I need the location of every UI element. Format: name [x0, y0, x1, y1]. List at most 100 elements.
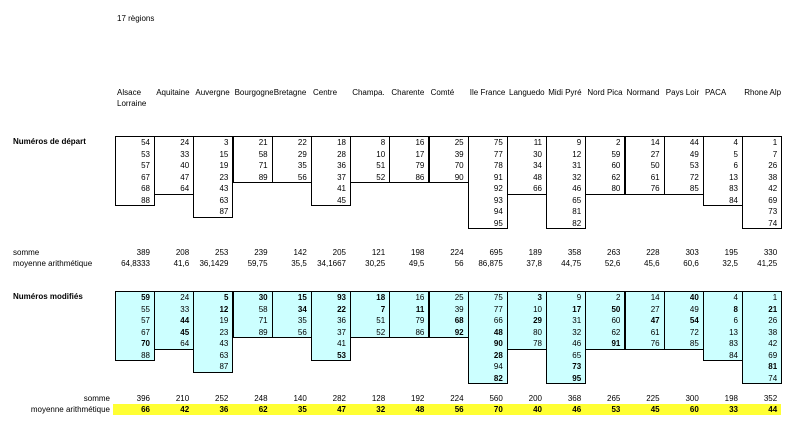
cell: 26 [768, 316, 778, 325]
cell: 76 [650, 184, 660, 193]
cell: 15 [297, 293, 307, 302]
sum-cell: 192 [411, 394, 425, 403]
cell: 19 [219, 316, 229, 325]
cell: 48 [533, 172, 542, 182]
mean-label: moyenne arithmétique [13, 259, 93, 268]
cell: 68 [454, 316, 464, 325]
cell: 33 [180, 149, 190, 159]
cell: 13 [729, 327, 738, 337]
cell: 34 [297, 304, 307, 314]
cell: 45 [337, 195, 346, 205]
cell: 10 [376, 149, 386, 159]
mean-cell: 46 [572, 405, 582, 414]
sum-cell: 358 [567, 248, 582, 257]
cell: 79 [415, 161, 425, 170]
column-box [742, 291, 783, 384]
sum-cell: 300 [685, 394, 699, 403]
cell: 91 [611, 339, 621, 348]
cell: 51 [376, 316, 386, 325]
cell: 72 [689, 327, 699, 337]
cell: 5 [733, 149, 738, 159]
cell: 49 [689, 304, 699, 314]
section-label: Numéros de départ [13, 137, 86, 146]
column-box [742, 136, 783, 229]
cell: 62 [611, 327, 621, 337]
sum-cell: 128 [371, 394, 386, 403]
cell: 11 [533, 138, 542, 147]
cell: 42 [768, 339, 778, 348]
cell: 83 [729, 184, 738, 193]
mean-cell: 59,75 [247, 259, 268, 268]
cell: 93 [493, 195, 503, 205]
cell: 8 [733, 304, 738, 314]
cell: 63 [219, 350, 229, 360]
cell: 49 [689, 149, 699, 159]
cell: 72 [689, 172, 699, 182]
cell: 48 [493, 327, 503, 337]
cell: 90 [454, 172, 464, 182]
cell: 13 [729, 172, 738, 182]
cell: 32 [572, 327, 582, 337]
cell: 25 [454, 293, 464, 302]
cell: 26 [768, 161, 778, 170]
cell: 12 [572, 149, 582, 159]
cell: 94 [493, 207, 503, 216]
region-header: Charente [391, 88, 425, 97]
cell: 79 [415, 316, 425, 325]
mean-cell: 33 [729, 405, 738, 414]
cell: 27 [650, 149, 660, 159]
cell: 68 [141, 184, 150, 193]
cell: 85 [689, 339, 699, 348]
cell: 69 [768, 350, 778, 360]
cell: 39 [454, 149, 464, 159]
column-box [467, 291, 508, 384]
cell: 54 [141, 138, 150, 147]
cell: 57 [141, 316, 150, 325]
mean-cell: 44 [768, 405, 778, 414]
cell: 62 [611, 172, 621, 182]
cell: 54 [689, 316, 699, 325]
cell: 36 [337, 161, 346, 170]
cell: 82 [493, 373, 503, 383]
cell: 44 [689, 138, 699, 147]
sum-cell: 263 [607, 248, 621, 257]
cell: 24 [180, 138, 190, 147]
mean-cell: 40 [533, 405, 542, 414]
cell: 50 [650, 161, 660, 170]
cell: 64 [180, 184, 190, 193]
cell: 66 [533, 184, 542, 193]
cell: 28 [493, 350, 503, 360]
sum-cell: 225 [646, 394, 660, 403]
cell: 51 [376, 161, 386, 170]
cell: 74 [768, 218, 778, 228]
cell: 56 [297, 327, 307, 337]
cell: 88 [141, 350, 150, 360]
cell: 60 [611, 161, 621, 170]
sum-cell: 224 [450, 394, 464, 403]
cell: 37 [337, 172, 346, 182]
cell: 8 [380, 138, 386, 147]
cell: 57 [141, 161, 150, 170]
cell: 87 [219, 207, 229, 216]
sum-cell: 121 [371, 248, 386, 257]
mean-cell: 36 [219, 405, 229, 414]
cell: 16 [415, 138, 425, 147]
cell: 29 [533, 316, 542, 325]
cell: 39 [454, 304, 464, 314]
cell: 74 [768, 373, 778, 383]
region-header: Centre [313, 88, 338, 97]
cell: 85 [689, 184, 699, 193]
cell: 63 [219, 195, 229, 205]
cell: 3 [537, 293, 542, 302]
sum-cell: 200 [528, 394, 542, 403]
cell: 43 [219, 339, 229, 348]
mean-label: moyenne arithmétique [30, 405, 110, 414]
cell: 35 [297, 161, 307, 170]
region-header: Comté [430, 88, 455, 97]
cell: 1 [772, 138, 778, 147]
cell: 43 [219, 184, 229, 193]
cell: 36 [337, 316, 346, 325]
cell: 27 [650, 304, 660, 314]
cell: 23 [219, 172, 229, 182]
cell: 52 [376, 327, 386, 337]
